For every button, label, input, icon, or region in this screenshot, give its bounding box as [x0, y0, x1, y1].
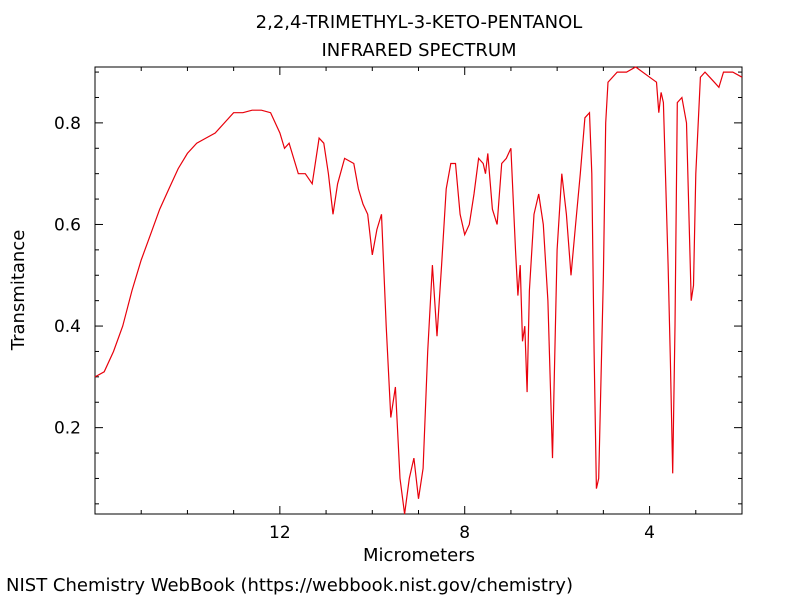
y-tick-label: 0.4: [54, 317, 81, 337]
x-axis-label: Micrometers: [363, 545, 475, 566]
x-tick-label: 12: [269, 523, 291, 543]
chart-title-line-2: INFRARED SPECTRUM: [321, 40, 516, 61]
x-tick-label: 4: [644, 523, 655, 543]
y-axis-ticks: 0.2 0.4 0.6 0.8: [54, 71, 742, 505]
y-tick-label: 0.2: [54, 419, 81, 439]
y-tick-label: 0.6: [54, 215, 81, 235]
plot-frame: [94, 66, 743, 515]
chart-title-line-1: 2,2,4-TRIMETHYL-3-KETO-PENTANOL: [256, 12, 583, 33]
source-credit: NIST Chemistry WebBook (https://webbook.…: [6, 575, 573, 596]
x-axis-ticks: 12 8 4: [94, 67, 743, 543]
spectrum-line: [94, 66, 743, 515]
y-axis-label: Transmitance: [8, 230, 29, 352]
x-tick-label: 8: [459, 523, 470, 543]
y-tick-label: 0.8: [54, 114, 81, 134]
